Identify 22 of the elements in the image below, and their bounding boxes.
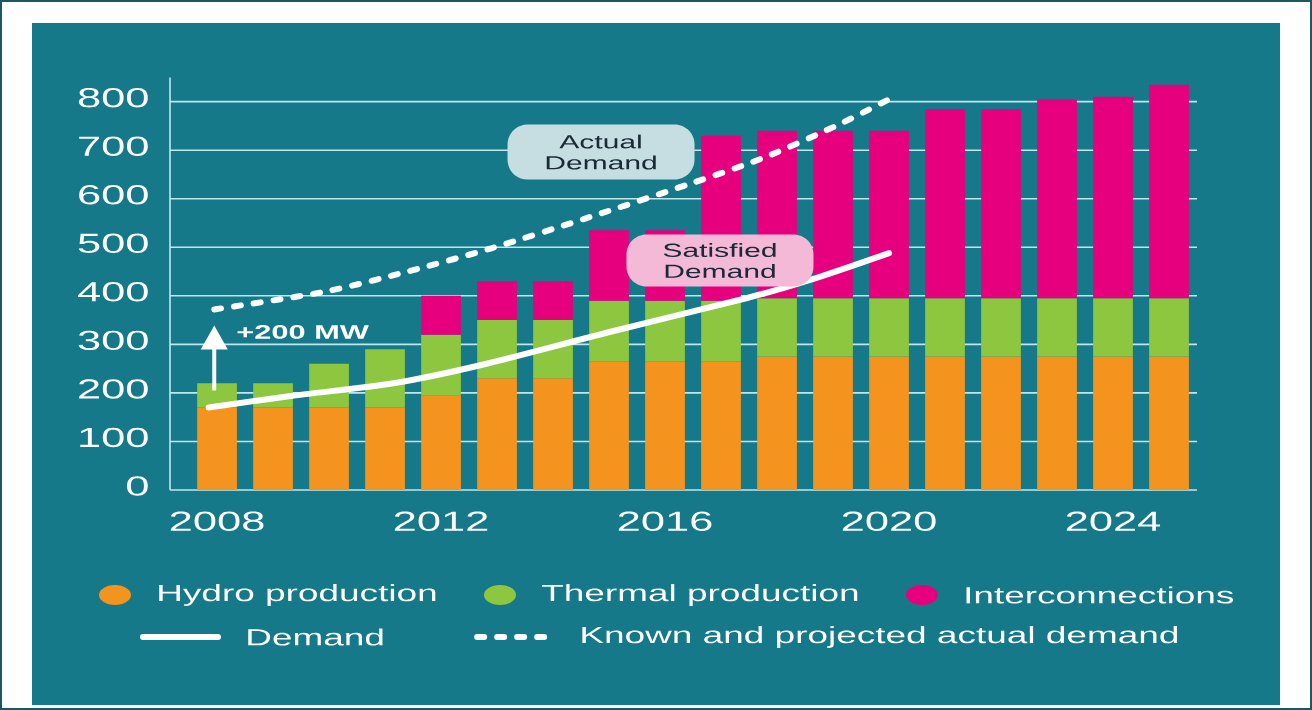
legend-label: Hydro production: [159, 584, 436, 606]
x-tick-label: 2008: [170, 511, 264, 531]
annotation: Satisfied Demand: [663, 243, 776, 279]
y-tick-label: 700: [79, 136, 148, 156]
annotation: +200 MW: [237, 325, 369, 339]
y-tick-label: 400: [77, 282, 148, 302]
legend-label: Demand: [248, 628, 383, 646]
legend-label: Known and projected actual demand: [582, 626, 1178, 648]
y-tick-label: 800: [78, 87, 148, 108]
x-tick-label: 2012: [394, 511, 488, 531]
x-tick-label: 2016: [618, 511, 712, 531]
y-tick-label: 100: [80, 427, 148, 448]
legend-label: Thermal production: [541, 584, 858, 606]
y-tick-label: 500: [78, 233, 148, 254]
legend-label: Interconnections: [966, 586, 1234, 604]
y-tick-label: 200: [79, 379, 148, 399]
annotation: Actual Demand: [546, 134, 656, 170]
y-tick-label: 0: [127, 476, 148, 496]
x-tick-label: 2024: [1066, 511, 1161, 531]
y-tick-label: 600: [79, 185, 148, 205]
x-tick-label: 2020: [842, 511, 936, 531]
y-tick-label: 300: [78, 330, 148, 351]
